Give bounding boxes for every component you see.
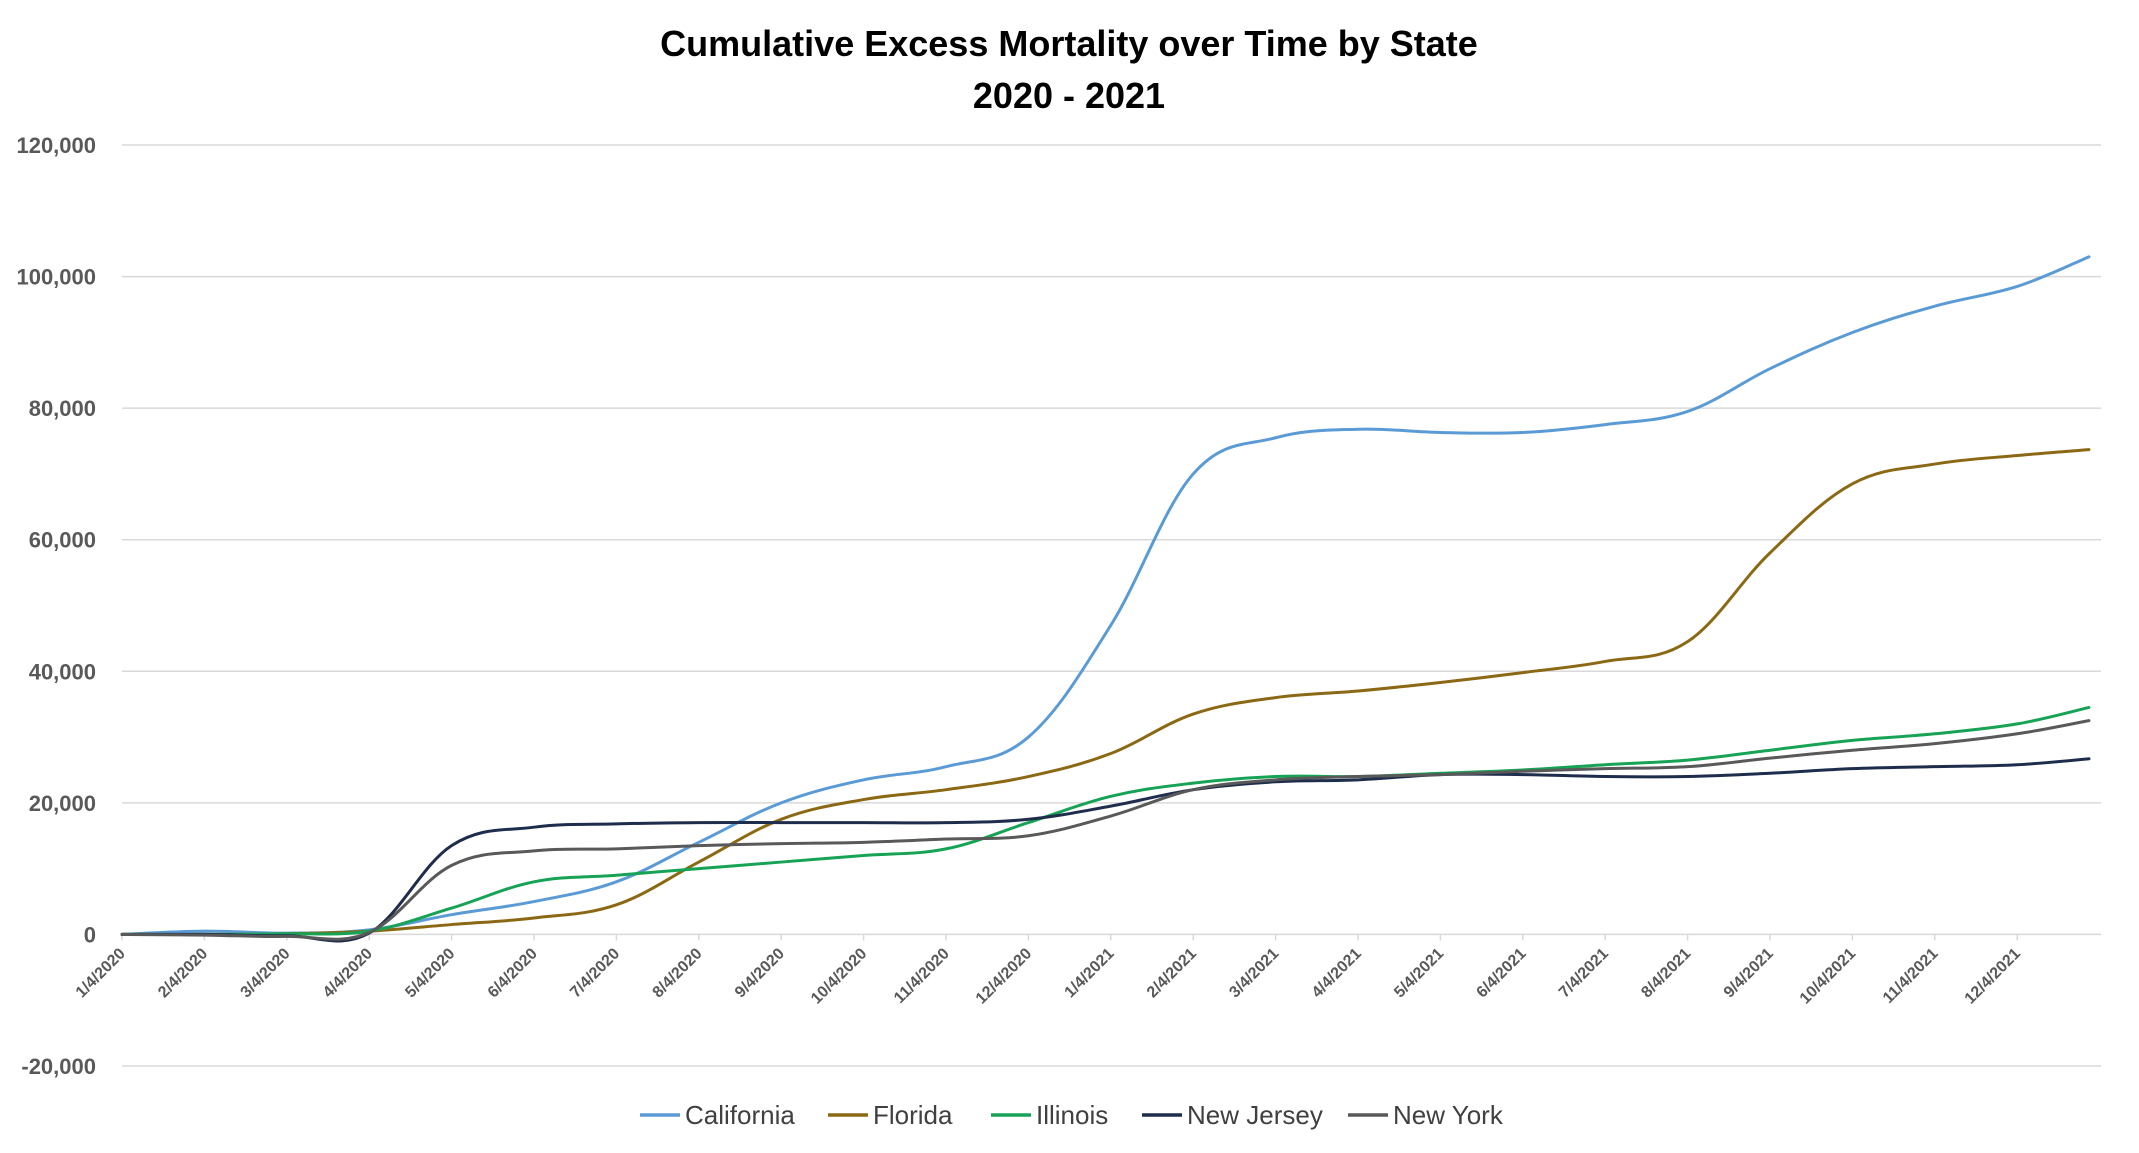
series-line-florida [120,448,2091,936]
x-tick-label: 9/4/2020 [732,945,788,1001]
x-tick-label: 2/4/2021 [1144,945,1200,1001]
series-line-california [120,255,2091,936]
chart-subtitle: 2020 - 2021 [973,75,1165,116]
series-lines [120,255,2091,943]
legend: California Florida Illinois New Jersey New Y… [640,1100,1504,1130]
x-tick-label: 5/4/2020 [402,945,458,1001]
legend-label: Illinois [1036,1100,1108,1130]
y-tick-label: 100,000 [16,265,96,290]
x-tick-label: 10/4/2021 [1797,945,1859,1007]
y-tick-label: 0 [84,922,96,947]
x-tick-label: 11/4/2021 [1880,945,1942,1007]
x-tick-label: 2/4/2020 [155,945,211,1001]
x-tick-label: 12/4/2020 [973,945,1035,1007]
legend-label: New York [1393,1100,1504,1130]
y-tick-label: -20,000 [21,1054,96,1079]
x-tick-label: 7/4/2020 [567,945,623,1001]
x-tick-label: 4/4/2021 [1309,945,1365,1001]
series-line-new-jersey [120,757,2091,943]
x-tick-label: 3/4/2020 [238,945,294,1001]
x-tick-label: 12/4/2021 [1962,945,2024,1007]
x-tick-label: 1/4/2021 [1062,945,1118,1001]
x-tick-label: 6/4/2021 [1474,945,1530,1001]
legend-label: Florida [873,1100,953,1130]
x-tick-label: 7/4/2021 [1556,945,1612,1001]
x-tick-label: 1/4/2020 [73,945,129,1001]
x-tick-label: 5/4/2021 [1391,945,1447,1001]
x-tick-label: 4/4/2020 [320,945,376,1001]
x-tick-label: 10/4/2020 [808,945,870,1007]
x-tick-label: 3/4/2021 [1226,945,1282,1001]
x-tick-label: 9/4/2021 [1721,945,1777,1001]
x-tick-label: 6/4/2020 [485,945,541,1001]
y-tick-label: 40,000 [29,659,96,684]
chart-title: Cumulative Excess Mortality over Time by… [660,23,1478,64]
y-tick-label: 20,000 [29,791,96,816]
y-tick-label: 80,000 [29,396,96,421]
y-tick-label: 120,000 [16,133,96,158]
y-axis-tick-labels: -20,000 0 20,000 40,000 60,000 80,000 100,000 1… [16,133,96,1079]
legend-label: California [685,1100,795,1130]
series-line-illinois [120,705,2091,936]
series-line-new-york [120,719,2091,941]
x-tick-label: 8/4/2020 [650,945,706,1001]
y-tick-label: 60,000 [29,528,96,553]
x-axis-tick-labels: 1/4/2020 2/4/2020 3/4/2020 4/4/2020 5/4/2020… [73,934,2024,1008]
legend-label: New Jersey [1187,1100,1323,1130]
x-tick-label: 8/4/2021 [1638,945,1694,1001]
x-tick-label: 11/4/2020 [891,945,953,1007]
